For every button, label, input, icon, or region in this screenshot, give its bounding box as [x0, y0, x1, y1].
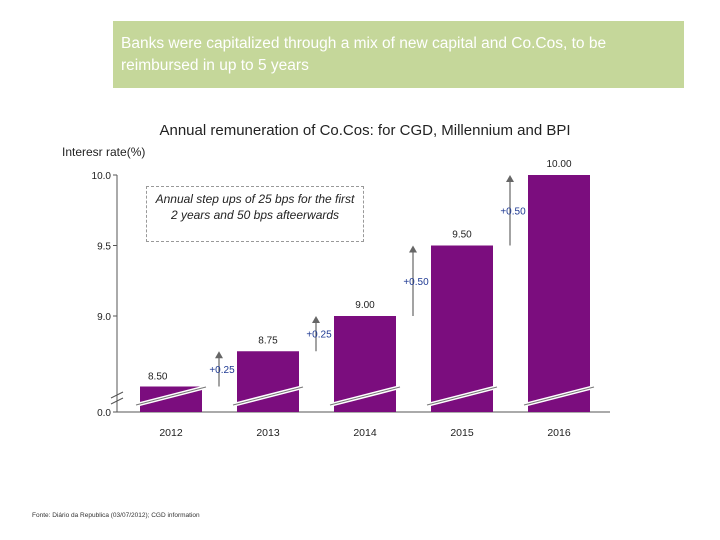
y-axis-label: Interesr rate(%) — [62, 145, 146, 159]
data-label: 9.50 — [452, 230, 472, 241]
x-tick-label: 2015 — [450, 427, 474, 439]
x-tick-label: 2014 — [353, 427, 377, 439]
step-label: +0.50 — [500, 206, 526, 217]
chart-title: Annual remuneration of Co.Cos: for CGD, … — [159, 122, 571, 139]
bar-break-mark — [523, 386, 595, 406]
headline-text: Banks were capitalized through a mix of … — [121, 35, 607, 74]
bar-break-mark — [426, 386, 498, 406]
y-tick-label: 9.5 — [97, 242, 111, 253]
x-tick-label: 2016 — [547, 427, 571, 439]
data-label: 8.50 — [148, 372, 168, 383]
bar — [431, 245, 493, 412]
y-tick-label: 10.0 — [92, 171, 112, 182]
x-tick-label: 2012 — [159, 427, 183, 439]
step-arrow-head — [312, 316, 320, 323]
step-label: +0.50 — [403, 277, 429, 288]
data-label: 8.75 — [258, 335, 278, 346]
annotation-box: Annual step ups of 25 bps for the first … — [146, 186, 364, 242]
step-label: +0.25 — [209, 365, 235, 376]
step-arrow-head — [409, 245, 417, 253]
y-tick-label: 9.0 — [97, 312, 111, 323]
data-label: 9.00 — [355, 300, 375, 311]
axis-break-mark — [110, 397, 124, 405]
step-arrow-head — [215, 351, 223, 359]
bar — [528, 175, 590, 412]
data-label: 10.00 — [546, 159, 571, 170]
y-tick-label: 0.0 — [97, 408, 111, 419]
bar-break-mark — [329, 386, 401, 406]
step-arrow-head — [506, 175, 514, 182]
step-label: +0.25 — [306, 330, 332, 341]
bar-break-mark — [232, 386, 304, 406]
source-note: Fonte: Diário da Republica (03/07/2012);… — [32, 512, 200, 519]
x-tick-label: 2013 — [256, 427, 280, 439]
headline-banner: Banks were capitalized through a mix of … — [113, 21, 684, 88]
bar-break-mark — [135, 386, 207, 406]
axis-break-mark — [110, 391, 124, 399]
